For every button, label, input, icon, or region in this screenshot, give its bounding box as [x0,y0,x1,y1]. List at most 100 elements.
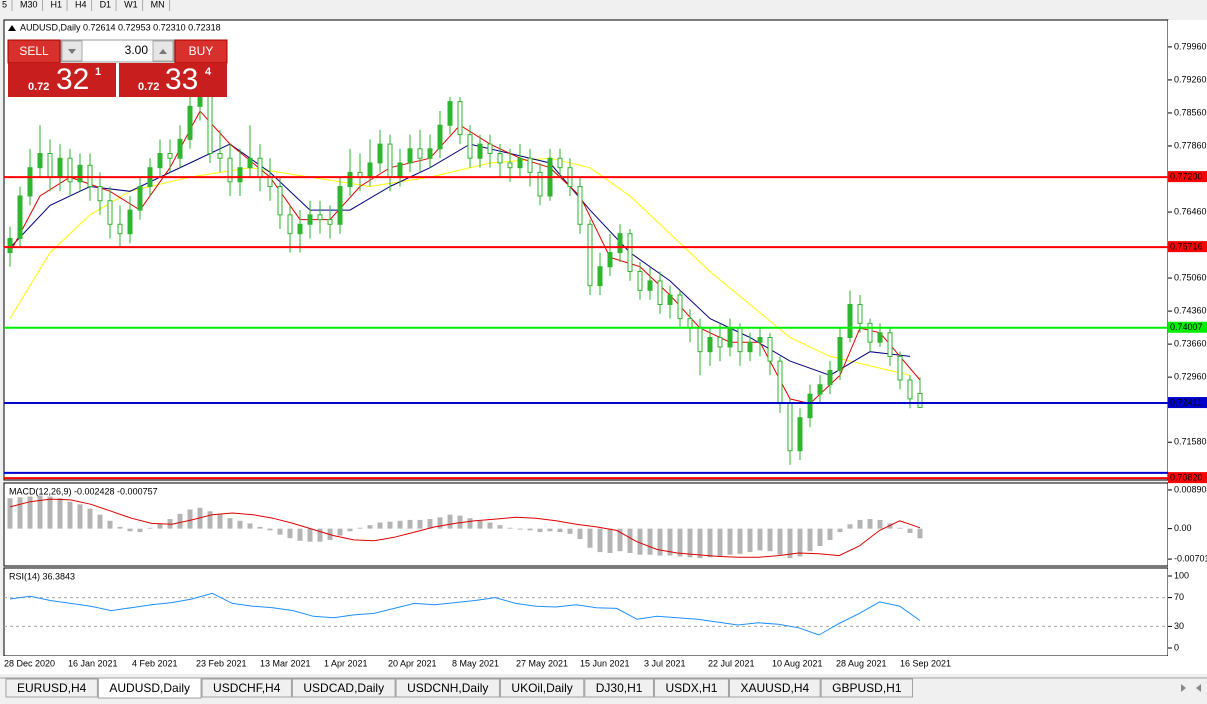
macd-bar [767,528,773,552]
macd-bar [597,528,603,553]
macd-bar [37,495,43,529]
chart-tab[interactable] [653,678,729,698]
macd-bar [857,519,863,529]
timeframe-button[interactable]: W1 [124,0,138,9]
candle-body [577,186,583,225]
macd-bar [637,528,643,555]
chart-tab[interactable] [201,678,292,698]
macd-bar [337,528,343,536]
y-tick-label: 0.72960 [1174,372,1207,382]
macd-bar [7,498,13,529]
x-tick-label: 4 Feb 2021 [132,658,178,668]
chart-tab[interactable] [5,678,98,698]
candle-body [37,153,43,169]
candle-body [767,337,773,362]
macd-bar [537,528,543,533]
candle-body [87,164,93,188]
macd-bar [237,520,243,529]
macd-bar [17,497,23,529]
y-tick-label: 0.79960 [1174,41,1207,51]
chart-tab-label[interactable]: USDX,H1 [665,681,717,695]
lots-field[interactable] [60,39,175,63]
timeframe-button[interactable]: H1 [51,0,63,9]
macd-bar [907,528,913,533]
level-price-tag [1168,472,1207,484]
candle-body [687,318,693,329]
macd-bar [377,522,383,529]
scroll-left[interactable] [1181,684,1186,692]
sell-price-box[interactable] [8,63,116,97]
macd-bar [787,528,793,559]
chart-tab[interactable] [584,678,654,698]
chart-tab-label[interactable]: EURUSD,H4 [17,681,87,695]
candle-body [137,186,143,211]
chart-tab-label[interactable]: UKOil,Daily [511,681,572,695]
chart-tab-label[interactable]: DJ30,H1 [596,681,643,695]
chart-tab[interactable] [499,678,585,698]
macd-bar [747,528,753,553]
chart-tab[interactable] [728,678,821,698]
chart-tab-label[interactable]: AUDUSD,Daily [109,681,190,695]
sell-label[interactable]: SELL [19,44,49,58]
candle-body [807,393,813,419]
macd-bar [437,517,443,529]
chart-tab[interactable] [820,678,914,698]
candle-body [337,186,343,225]
scroll-right[interactable] [1196,684,1201,692]
y-tick-label: 0.00 [1174,523,1192,533]
candle-body [467,134,473,159]
macd-bar [287,528,293,539]
chart-tab-label[interactable]: USDCAD,Daily [303,681,384,695]
buy-price-box[interactable] [119,63,227,97]
timeframe-button[interactable]: D1 [100,0,112,9]
candle-body [677,294,683,320]
timeframe-button[interactable]: MN [151,0,165,9]
candle-body [587,223,593,287]
macd-bar [117,526,123,529]
chart-tab[interactable] [97,677,202,699]
chart-tab-label[interactable]: GBPUSD,H1 [832,681,902,695]
time-axis [0,656,1207,674]
y-tick-label: -0.00701 [1174,553,1207,563]
chart-tab-label[interactable]: XAUUSD,H4 [740,681,809,695]
collapse-arrow[interactable] [8,25,16,31]
macd-bar [507,527,513,529]
level-price-label: 0.75716 [1170,241,1203,251]
timeframe-button[interactable]: M30 [20,0,38,9]
chart-tab-label[interactable]: USDCNH,Daily [407,681,488,695]
y-tick-label: 0.78560 [1174,107,1207,117]
macd-bar [247,523,253,529]
buy-label[interactable]: BUY [189,44,214,58]
candle-body [227,157,233,183]
chart-tab[interactable] [395,678,500,698]
macd-bar [647,528,653,555]
candle-body [857,303,863,324]
chart-panes: 0.79960 0.79260 0.78560 0.77860 0.76460 0.750… [4,41,1207,668]
lots-value[interactable]: 3.00 [125,43,149,57]
x-tick-label: 16 Jan 2021 [68,658,118,668]
candle-body [557,157,563,169]
candle-body [7,237,13,254]
timeframe-button[interactable]: 5 [2,0,7,9]
x-tick-label: 15 Jun 2021 [580,658,630,668]
macd-bar [667,528,673,556]
rsi-header: RSI(14) 36.3843 [9,571,75,581]
macd-bar [297,528,303,541]
one-click-trading-panel: SELL 3.00 BUY 0.72 32 1 0.72 33 4 [7,39,228,97]
macd-bar [407,519,413,529]
candle-body [497,153,503,164]
candle-body [277,186,283,216]
macd-bar [47,496,53,529]
timeframe-button[interactable]: H4 [75,0,87,9]
macd-bar [717,528,723,557]
y-tick-label: 100 [1174,570,1189,580]
chart-tab[interactable] [291,678,396,698]
chart-tab-label[interactable]: USDCHF,H4 [213,681,281,695]
buy-price-big: 33 [165,63,198,96]
x-tick-label: 3 Jul 2021 [644,658,686,668]
macd-bar [97,514,103,529]
candle-body [217,153,223,159]
y-tick-label: 0.79260 [1174,74,1207,84]
macd-bar [707,528,713,558]
